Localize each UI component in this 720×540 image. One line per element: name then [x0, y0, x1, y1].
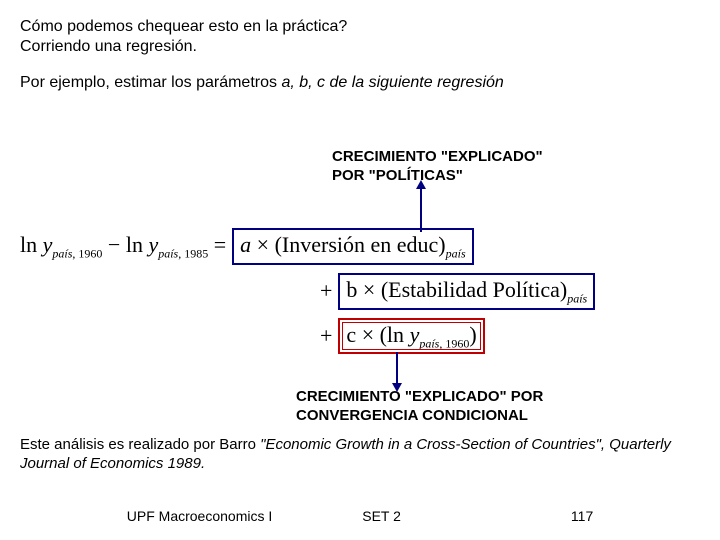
term-converg-close: )	[469, 322, 476, 347]
footer: UPF Macroeconomics I SET 2 117	[0, 508, 720, 524]
times-sign: ×	[362, 322, 374, 347]
example-tail: de la siguiente regresión	[325, 74, 504, 91]
footer-set: SET 2	[362, 508, 401, 524]
sub-pais: país	[419, 336, 439, 350]
term-b-box: b × (Estabilidad Política)país	[338, 273, 595, 310]
sub-1960: 1960	[78, 246, 102, 260]
plus-sign: +	[320, 278, 332, 304]
intro-question: Cómo podemos chequear esto en la práctic…	[20, 18, 700, 36]
term-converg-open: (ln	[380, 322, 410, 347]
y-var: y	[148, 232, 158, 257]
regression-formula: ln ypaís, 1960 − ln ypaís, 1985 = a × (I…	[20, 228, 700, 362]
formula-line1: ln ypaís, 1960 − ln ypaís, 1985 = a × (I…	[20, 228, 700, 265]
label-bottom: CRECIMIENTO "EXPLICADO" POR CONVERGENCIA…	[296, 388, 543, 426]
minus-sign: −	[108, 232, 126, 257]
citation: Este análisis es realizado por Barro "Ec…	[20, 436, 700, 474]
label-bottom-line2: CONVERGENCIA CONDICIONAL	[296, 407, 543, 426]
equals-sign: =	[214, 232, 226, 257]
ln-text: ln	[20, 232, 43, 257]
sub-pais: país	[158, 246, 178, 260]
footer-course: UPF Macroeconomics I	[127, 508, 272, 524]
arrow-up-icon	[420, 188, 422, 232]
example-params: a, b, c	[281, 74, 325, 91]
term-a-box: a × (Inversión en educ)país	[232, 228, 473, 265]
y-var: y	[410, 322, 420, 347]
term-polit: (Estabilidad Política)	[381, 277, 567, 302]
coef-a: a	[240, 232, 251, 257]
term-educ: (Inversión en educ)	[275, 232, 446, 257]
coef-c: c	[346, 322, 356, 347]
formula-line3: + c × (ln ypaís, 1960)	[20, 318, 700, 355]
sub-1960: 1960	[445, 336, 469, 350]
times-sign: ×	[257, 232, 269, 257]
term-c-box: c × (ln ypaís, 1960)	[338, 318, 484, 355]
plus-sign: +	[320, 323, 332, 349]
formula-line2: + b × (Estabilidad Política)país	[20, 273, 700, 310]
example-sentence: Por ejemplo, estimar los parámetros a, b…	[20, 74, 700, 92]
label-bottom-line1: CRECIMIENTO "EXPLICADO" POR	[296, 388, 543, 407]
arrow-down-icon	[396, 352, 398, 384]
ln-text: ln	[126, 232, 149, 257]
citation-lead: Este análisis es realizado por Barro	[20, 436, 260, 453]
footer-page: 117	[571, 508, 593, 524]
coef-b: b	[346, 277, 357, 302]
y-var: y	[43, 232, 53, 257]
sub-1985: 1985	[184, 246, 208, 260]
label-top-line2: POR "POLÍTICAS"	[332, 167, 543, 186]
times-sign: ×	[363, 277, 375, 302]
label-top-line1: CRECIMIENTO "EXPLICADO"	[332, 148, 543, 167]
intro-answer: Corriendo una regresión.	[20, 38, 700, 56]
sub-pais: país	[52, 246, 72, 260]
sub-pais: país	[567, 291, 587, 305]
example-lead: Por ejemplo, estimar los parámetros	[20, 74, 281, 91]
label-top: CRECIMIENTO "EXPLICADO" POR "POLÍTICAS"	[332, 148, 543, 186]
sub-pais: país	[446, 246, 466, 260]
